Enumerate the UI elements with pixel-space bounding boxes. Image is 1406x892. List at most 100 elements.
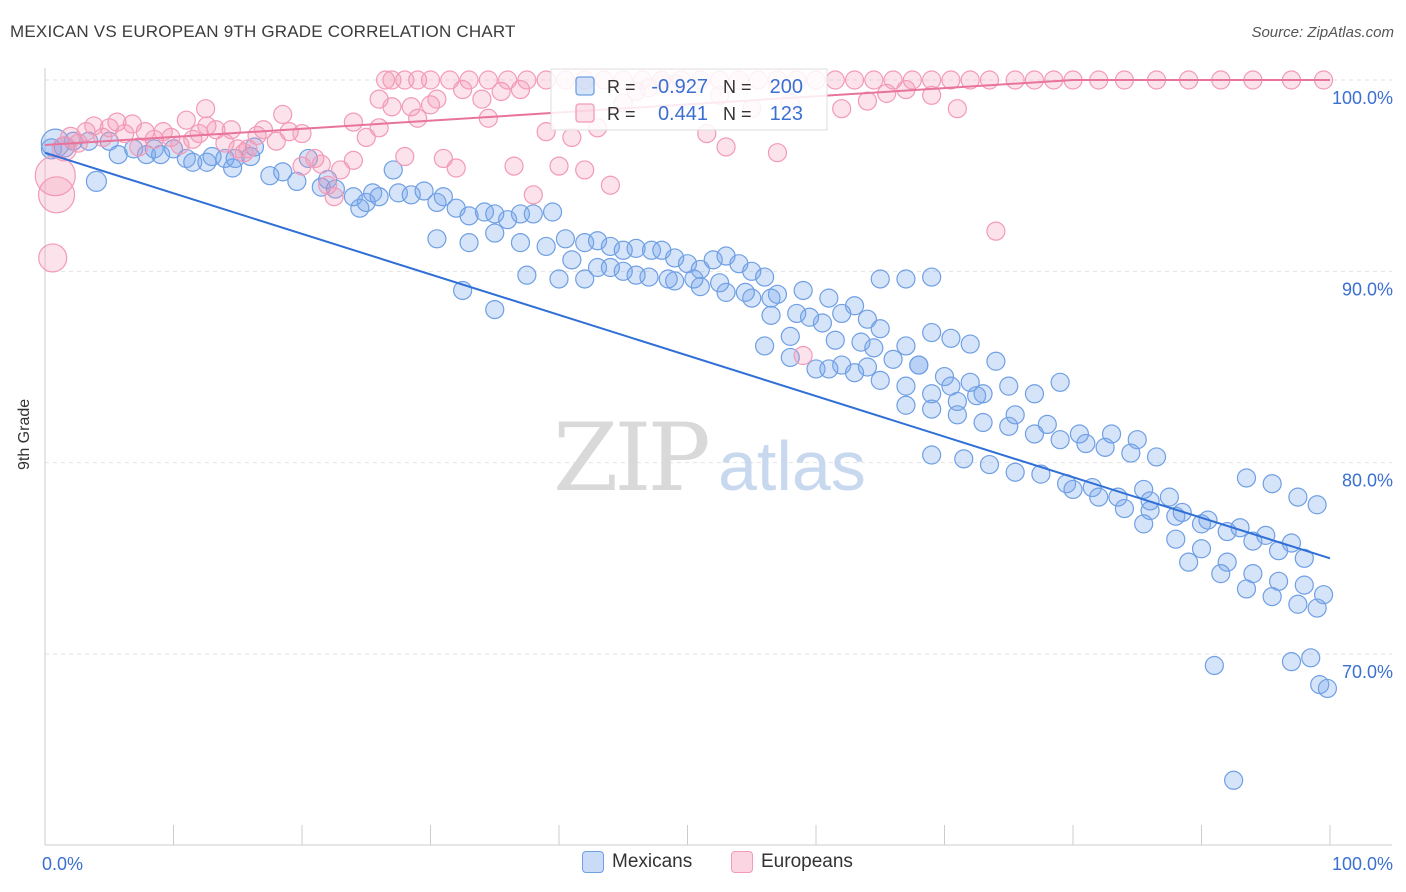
mexicans-point (1281, 652, 1302, 672)
mexicans-point (369, 187, 389, 207)
mexicans-point (485, 223, 505, 243)
mexicans-point (735, 282, 755, 302)
mexicans-trend-line (44, 151, 1331, 560)
europeans-point (176, 110, 196, 130)
europeans-point (600, 175, 621, 195)
mexicans-point (973, 412, 993, 433)
mexicans-point (922, 384, 942, 404)
mexicans-point (787, 303, 807, 324)
europeans-point (440, 70, 460, 90)
europeans-point (401, 97, 421, 117)
europeans-point (330, 160, 351, 180)
mexicans-point (1146, 447, 1167, 467)
mexicans-point (427, 229, 447, 249)
mexicans-point (754, 336, 775, 356)
mexicans-point (922, 399, 942, 419)
europeans-point (844, 70, 865, 90)
y-tick-label: 90.0% (1342, 279, 1393, 299)
europeans-point (238, 139, 258, 159)
europeans-point (375, 70, 396, 90)
mexicans-point (549, 269, 569, 289)
europeans-point (395, 146, 415, 167)
mexicans-point (273, 162, 293, 182)
mexicans-point (510, 233, 531, 253)
legend-item-europeans[interactable]: Europeans (731, 851, 853, 873)
mexicans-point (1236, 579, 1257, 599)
europeans-point (947, 99, 967, 119)
legend-r-value: -0.927 (651, 76, 708, 98)
mexicans-point (896, 269, 916, 289)
mexicans-point (716, 282, 736, 302)
mexicans-point (1024, 384, 1045, 404)
europeans-point (311, 154, 331, 174)
mexicans-point (1211, 564, 1231, 584)
mexicans-point (1301, 648, 1321, 668)
europeans-point (433, 148, 453, 169)
x-tick-label-max: 100.0% (1332, 854, 1393, 874)
y-tick-label: 70.0% (1342, 662, 1393, 682)
europeans-point (356, 127, 376, 147)
mexicans-point (1288, 487, 1308, 507)
mexicans-point (1288, 594, 1308, 614)
mexicans-point (844, 363, 865, 383)
mexicans-point (542, 202, 563, 222)
europeans-point (453, 79, 473, 100)
europeans-point (38, 243, 68, 273)
europeans-point (517, 70, 537, 90)
mexicans-point (1262, 586, 1282, 607)
mexicans-point (922, 322, 942, 343)
legend-n-value: 200 (770, 76, 803, 98)
top-legend-box (550, 68, 828, 131)
mexicans-point (401, 185, 421, 205)
mexicans-point (1191, 539, 1212, 559)
europeans-point (793, 345, 813, 366)
mexicans-point (941, 328, 961, 348)
mexicans-point (1281, 533, 1302, 553)
mexicans-point (684, 269, 704, 289)
mexicans-point (761, 288, 781, 308)
mexicans-point (1134, 514, 1154, 534)
mexicans-point (819, 288, 839, 308)
europeans-point (877, 83, 897, 103)
mexicans-point (986, 351, 1006, 371)
europeans-point (318, 175, 338, 195)
europeans-point (562, 127, 582, 147)
mexicans-point (832, 303, 852, 324)
mexicans-point (1134, 479, 1154, 500)
europeans-point (767, 143, 788, 163)
legend-n-value: 123 (770, 103, 803, 125)
mexicans-point (1262, 474, 1282, 494)
mexicans-point (754, 267, 775, 287)
mexicans-point (260, 166, 280, 186)
x-tick-label-min: 0.0% (42, 854, 83, 874)
europeans-point (343, 112, 363, 132)
legend-r-value: 0.441 (658, 103, 708, 125)
mexicans-point (517, 265, 537, 285)
mexicans-point (1037, 414, 1057, 434)
mexicans-point (215, 148, 235, 169)
mexicans-swatch-icon (582, 851, 604, 873)
europeans-point (1024, 70, 1045, 90)
mexicans-point (1159, 487, 1179, 507)
mexicans-point (864, 338, 884, 358)
mexicans-point (1307, 495, 1327, 515)
europeans-point (427, 89, 447, 109)
mexicans-point (1217, 552, 1237, 572)
legend-r-label: R = (607, 104, 636, 124)
mexicans-point (414, 181, 434, 201)
europeans-point (498, 70, 518, 90)
mexicans-point (626, 265, 646, 285)
europeans-point (523, 185, 543, 205)
legend-item-mexicans[interactable]: Mexicans (582, 851, 692, 873)
mexicans-point (287, 171, 307, 192)
europeans-point (196, 99, 216, 119)
mexicans-point (909, 355, 929, 375)
mexicans-point (825, 330, 845, 350)
mexicans-point (761, 305, 781, 325)
mexicans-point (658, 269, 678, 289)
mexicans-point (703, 250, 723, 270)
mexicans-point (819, 359, 839, 379)
europeans-point (1005, 70, 1025, 90)
europeans-point (941, 70, 961, 90)
